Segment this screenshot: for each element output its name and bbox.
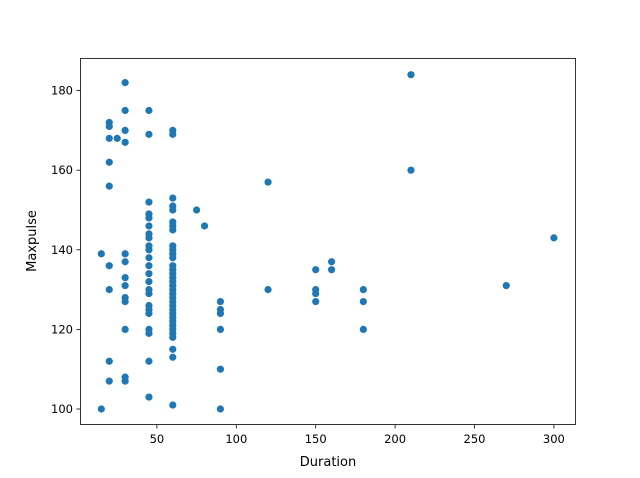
data-point xyxy=(169,254,177,262)
data-point xyxy=(359,297,367,306)
plot-frame xyxy=(80,58,576,425)
data-point xyxy=(105,286,113,294)
data-point xyxy=(145,393,153,401)
data-point xyxy=(145,222,153,230)
data-point xyxy=(145,130,153,138)
data-point xyxy=(145,246,153,254)
data-point xyxy=(145,357,153,365)
data-point xyxy=(145,214,153,222)
data-point xyxy=(169,206,177,214)
data-point xyxy=(312,297,320,306)
data-point xyxy=(327,258,336,266)
data-point xyxy=(97,405,105,413)
data-point xyxy=(145,106,153,115)
data-point xyxy=(121,79,129,87)
data-point xyxy=(264,178,272,186)
data-point xyxy=(193,206,201,214)
data-point xyxy=(145,198,153,206)
x-tick-label: 250 xyxy=(464,432,486,446)
data-point xyxy=(121,274,129,282)
data-point xyxy=(550,234,558,242)
x-tick-label: 100 xyxy=(225,432,247,446)
points-layer xyxy=(97,71,558,413)
y-tick-label: 160 xyxy=(51,163,73,177)
data-point xyxy=(169,226,177,234)
data-point xyxy=(169,130,177,138)
data-point xyxy=(145,289,153,298)
data-point xyxy=(169,194,177,202)
data-point xyxy=(121,258,129,266)
data-point xyxy=(264,286,272,294)
data-point xyxy=(105,134,113,142)
data-point xyxy=(113,134,121,142)
data-point xyxy=(169,353,177,361)
data-point xyxy=(145,278,153,286)
data-point xyxy=(216,365,225,373)
data-point xyxy=(121,297,129,306)
data-point xyxy=(145,234,153,242)
x-tick-label: 200 xyxy=(384,432,406,446)
y-tick-label: 180 xyxy=(51,84,73,98)
data-point xyxy=(200,222,209,230)
data-point xyxy=(145,270,153,278)
y-axis: 100 120 140 160 180 xyxy=(51,84,81,416)
y-axis-label: Maxpulse xyxy=(25,210,40,272)
data-point xyxy=(121,126,129,134)
data-point xyxy=(216,297,225,306)
data-point xyxy=(169,345,177,353)
y-tick-label: 120 xyxy=(51,322,73,336)
data-point xyxy=(216,309,225,318)
x-axis: 50 100 150 200 250 300 xyxy=(150,425,565,446)
data-point xyxy=(359,325,367,333)
data-point xyxy=(312,289,320,298)
data-point xyxy=(407,166,415,174)
data-point xyxy=(502,282,510,290)
data-point xyxy=(312,266,320,274)
data-point xyxy=(121,282,129,290)
data-point xyxy=(105,357,113,365)
data-point xyxy=(105,377,113,385)
data-point xyxy=(407,71,415,79)
data-point xyxy=(327,266,336,274)
data-point xyxy=(121,138,129,146)
data-point xyxy=(145,329,153,337)
data-point xyxy=(121,250,129,258)
data-point xyxy=(169,333,177,341)
x-tick-label: 50 xyxy=(150,432,165,446)
x-axis-label: Duration xyxy=(300,455,356,470)
data-point xyxy=(359,286,367,294)
data-point xyxy=(216,405,225,413)
data-point xyxy=(216,325,225,333)
y-tick-label: 140 xyxy=(51,243,73,257)
data-point xyxy=(121,377,129,385)
data-point xyxy=(145,254,153,262)
data-point xyxy=(105,158,113,166)
data-point xyxy=(145,309,153,318)
data-point xyxy=(105,182,113,190)
data-point xyxy=(97,250,105,258)
data-point xyxy=(121,325,129,333)
data-point xyxy=(169,401,177,409)
data-point xyxy=(145,262,153,270)
data-point xyxy=(105,122,113,131)
x-tick-label: 300 xyxy=(543,432,565,446)
y-tick-label: 100 xyxy=(51,402,73,416)
data-point xyxy=(121,106,129,115)
data-point xyxy=(105,262,113,270)
x-tick-label: 150 xyxy=(305,432,327,446)
